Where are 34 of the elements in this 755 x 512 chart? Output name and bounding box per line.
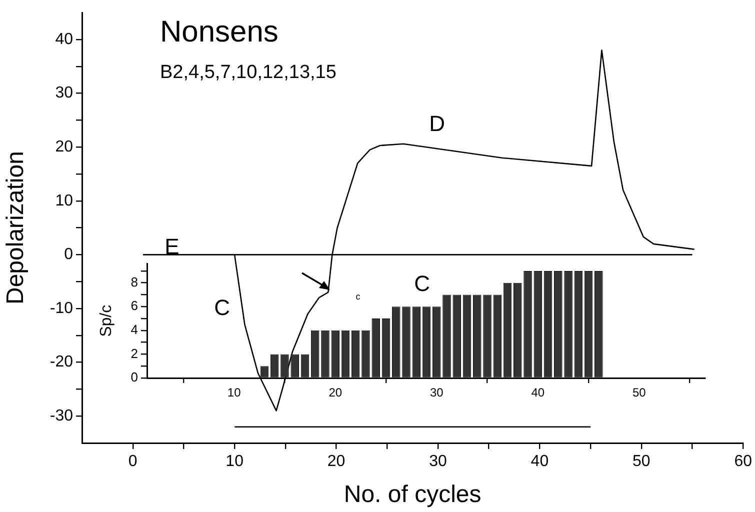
x-tick-label: 20 [327,453,346,470]
annotation: E [164,234,180,260]
y-tick-label: 6 [130,298,138,314]
x-tick-label: 50 [632,386,646,400]
y-axis-title: Depolarization [2,151,30,305]
x-tick-label: 40 [530,453,549,470]
y-tick-label: -20 [50,354,74,371]
x-tick-label: 30 [429,453,447,470]
y-tick-label: 0 [130,370,138,385]
annotation: C [214,295,230,320]
y-tick-label: 2 [130,346,138,361]
annotation: D [429,111,445,136]
y-axis-title: Sp/c [98,304,116,337]
x-tick-label: 10 [226,453,244,470]
y-tick-label: -30 [50,408,74,425]
y-tick-label: -10 [50,300,74,317]
annotation: C [414,271,430,296]
y-tick-label: 20 [55,138,74,156]
x-tick-label: 50 [632,453,650,470]
x-tick-label: 30 [430,386,444,400]
x-tick-label: 40 [531,386,545,400]
x-tick-label: 20 [328,386,342,400]
x-tick-label: 60 [734,453,752,470]
y-tick-label: 4 [130,322,138,337]
text: B2,4,5,7,10,12,13,15 [160,62,336,84]
x-tick-label: 10 [227,386,242,400]
chart-title: Nonsens [160,15,278,48]
x-axis-title: No. of cycles [344,481,482,508]
y-tick-label: 40 [55,30,74,48]
y-tick-label: 30 [55,84,74,102]
y-tick-label: 8 [130,274,138,290]
annotation: c [356,291,361,302]
y-tick-label: 0 [64,246,74,264]
y-tick-label: 10 [55,192,74,210]
